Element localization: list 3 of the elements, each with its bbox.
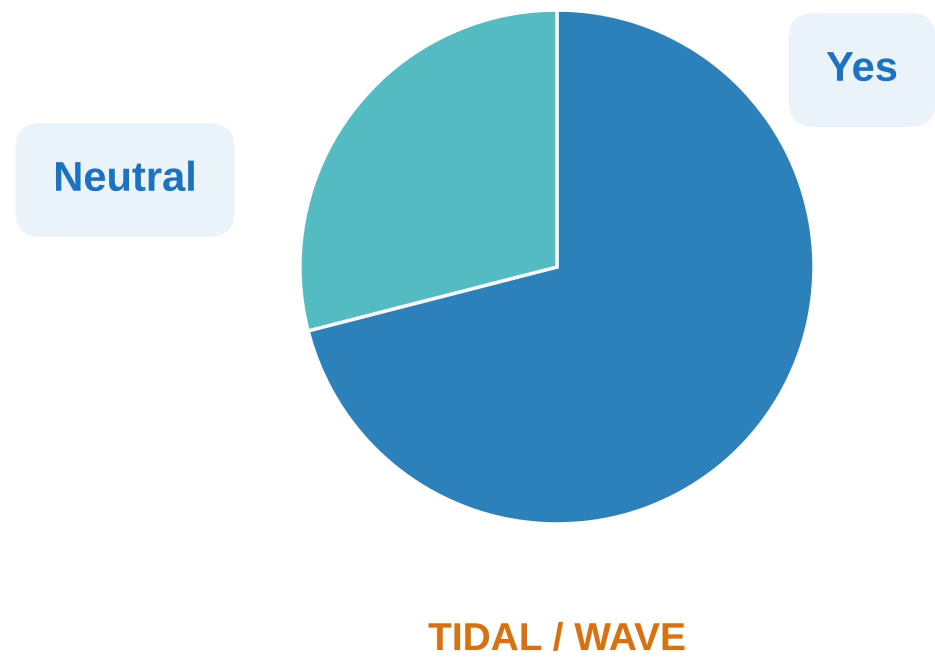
text: TIDAL / WAVE: [428, 622, 684, 651]
slice-label: Yes: [826, 52, 896, 82]
slice-label: Neutral: [56, 160, 194, 192]
